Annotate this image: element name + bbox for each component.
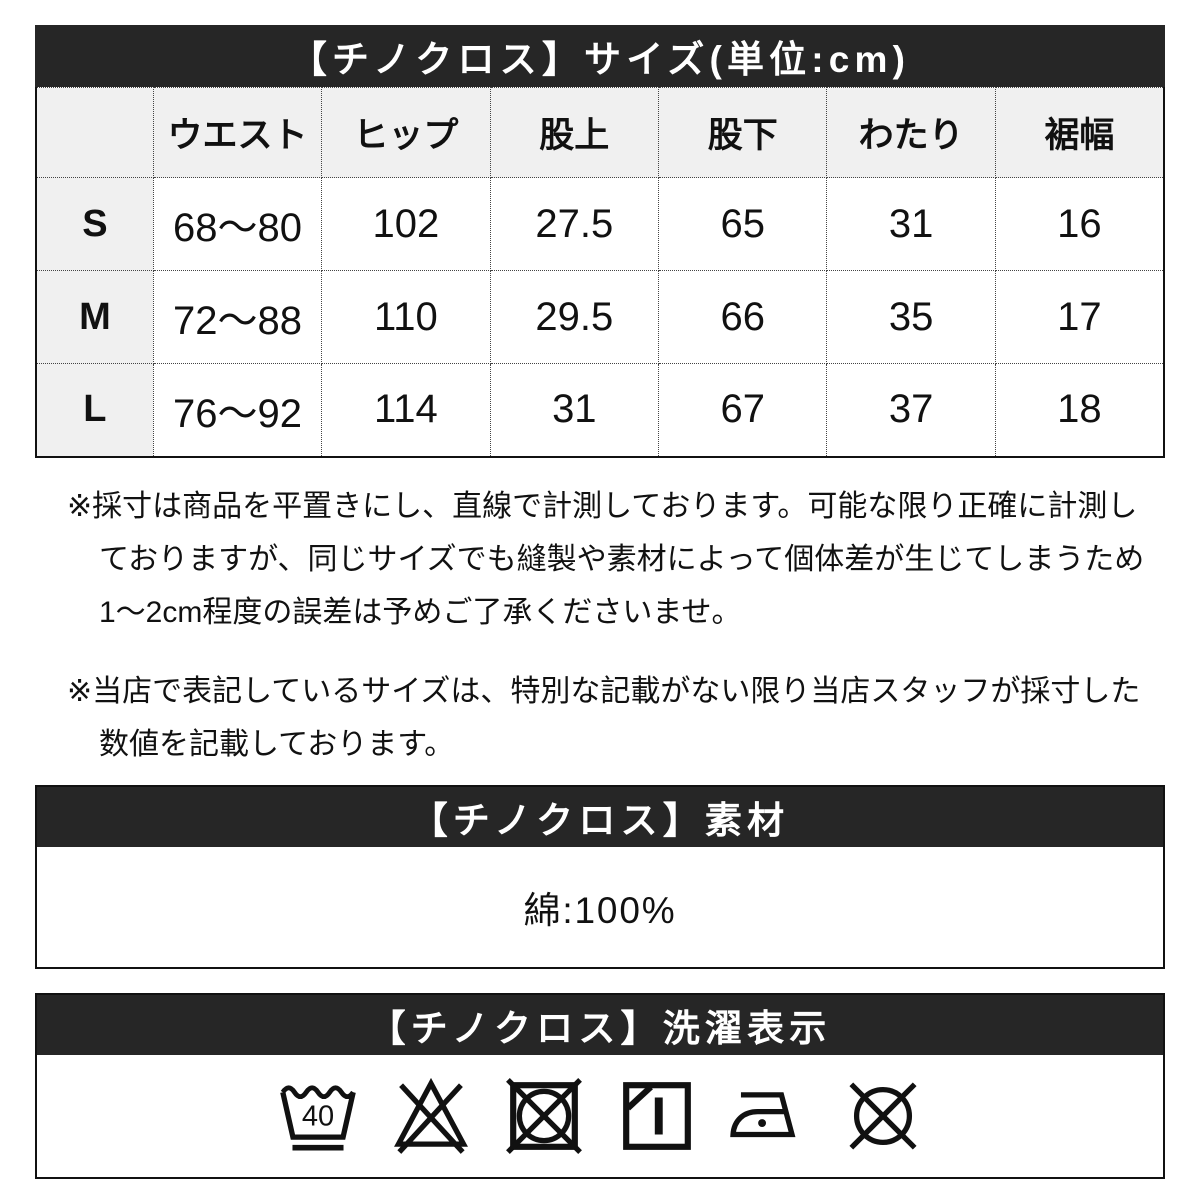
table-row-size-m: M 72〜88 110 29.5 66 35 17 xyxy=(35,270,1165,364)
cell-l-rise: 31 xyxy=(489,363,660,457)
laundry-section-title: 【チノクロス】洗濯表示 xyxy=(368,1007,832,1049)
cell-m-inseam: 66 xyxy=(658,270,828,364)
cell-m-rise: 29.5 xyxy=(489,270,660,364)
cell-l-hip: 114 xyxy=(321,363,491,457)
size-table-header-row: ウエスト ヒップ 股上 股下 わたり 裾幅 xyxy=(35,87,1165,178)
cell-s-inseam: 65 xyxy=(658,177,828,271)
column-header-waist: ウエスト xyxy=(152,87,323,178)
wash-temperature-label: 40 xyxy=(301,1100,333,1132)
laundry-section: 【チノクロス】洗濯表示 40 xyxy=(35,992,1165,1179)
do-not-tumble-dry-icon xyxy=(505,1077,582,1154)
column-header-rise: 股上 xyxy=(489,87,660,178)
cell-s-hip: 102 xyxy=(321,177,491,271)
cell-l-waist: 76〜92 xyxy=(152,363,323,457)
cell-l-thigh: 37 xyxy=(826,363,996,457)
measurement-notes: ※採寸は商品を平置きにし、直線で計測しております。可能な限り正確に計測しておりま… xyxy=(35,480,1165,771)
cell-m-waist: 72〜88 xyxy=(152,270,323,364)
hang-dry-in-shade-icon xyxy=(622,1081,691,1150)
material-section-title-bar: 【チノクロス】素材 xyxy=(37,786,1163,847)
size-table: ウエスト ヒップ 股上 股下 わたり 裾幅 S 68〜80 102 27.5 6… xyxy=(35,87,1165,458)
material-section: 【チノクロス】素材 綿:100% xyxy=(35,784,1165,969)
size-table-corner-cell xyxy=(35,87,154,178)
cell-m-hem: 17 xyxy=(994,270,1165,364)
wash-40-gentle-cycle-icon: 40 xyxy=(279,1084,356,1151)
cell-m-thigh: 35 xyxy=(826,270,996,364)
column-header-thigh: わたり xyxy=(826,87,996,178)
table-row-size-s: S 68〜80 102 27.5 65 31 16 xyxy=(35,177,1165,271)
material-value: 綿:100% xyxy=(523,889,677,931)
cell-s-thigh: 31 xyxy=(826,177,996,271)
column-header-hip: ヒップ xyxy=(321,87,491,178)
table-row-size-l: L 76〜92 114 31 67 37 18 xyxy=(35,363,1165,457)
size-section-title: 【チノクロス】サイズ(単位:cm) xyxy=(289,39,911,80)
size-label-s: S xyxy=(35,177,154,271)
note-staff-measured: ※当店で表記しているサイズは、特別な記載がない限り当店スタッフが採寸した数値を記… xyxy=(67,674,1141,761)
cell-l-inseam: 67 xyxy=(658,363,828,457)
size-label-l: L xyxy=(35,363,154,457)
laundry-symbols-row: 40 xyxy=(37,1054,1163,1177)
cell-l-hem: 18 xyxy=(994,363,1165,457)
note-measurement-accuracy: ※採寸は商品を平置きにし、直線で計測しております。可能な限り正確に計測しておりま… xyxy=(67,489,1145,629)
cell-m-hip: 110 xyxy=(321,270,491,364)
laundry-section-title-bar: 【チノクロス】洗濯表示 xyxy=(37,994,1163,1055)
size-section-title-bar: 【チノクロス】サイズ(単位:cm) xyxy=(35,25,1165,87)
do-not-bleach-icon xyxy=(393,1077,468,1154)
cell-s-hem: 16 xyxy=(994,177,1165,271)
column-header-inseam: 股下 xyxy=(658,87,828,178)
material-content: 綿:100% xyxy=(37,846,1163,967)
iron-low-heat-icon xyxy=(729,1091,795,1137)
cell-s-rise: 27.5 xyxy=(489,177,660,271)
column-header-hem: 裾幅 xyxy=(994,87,1165,178)
cell-s-waist: 68〜80 xyxy=(152,177,323,271)
do-not-dry-clean-icon xyxy=(848,1081,917,1150)
material-section-title: 【チノクロス】素材 xyxy=(410,799,790,841)
size-label-m: M xyxy=(35,270,154,364)
